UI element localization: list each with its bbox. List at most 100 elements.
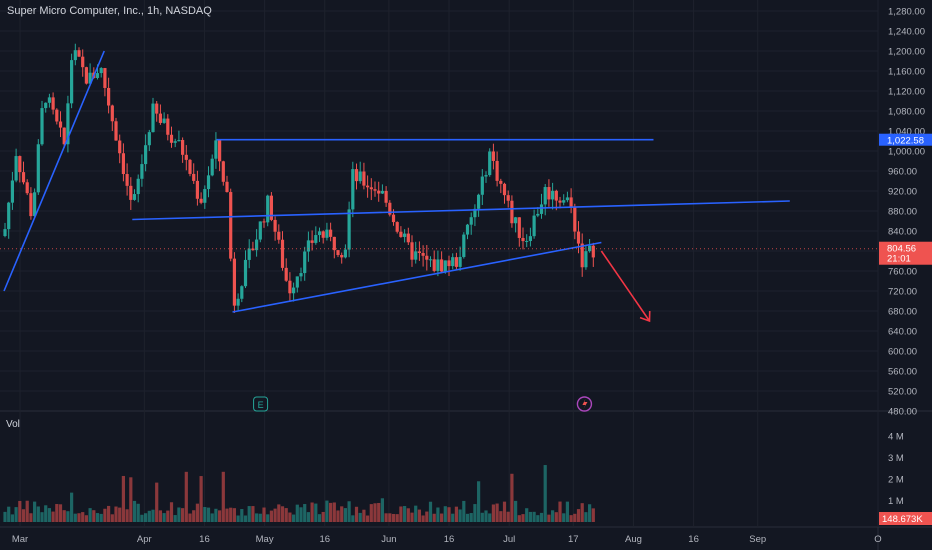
candle-body [192,173,196,181]
volume-tick-label: 2 M [888,475,904,486]
candle-body [188,159,192,174]
price-tick-label: 920.00 [888,187,917,198]
volume-bar [314,503,318,522]
candle-body [181,140,185,155]
volume-bar [588,504,592,522]
volume-bar [395,514,399,522]
volume-bar [81,512,85,522]
volume-bar [454,506,459,522]
axes: 1,280.00 1,240.00 1,200.00 1,160.00 1,120.00… [12,7,932,545]
volume-bar [565,501,570,522]
candle-body [591,245,595,258]
candle-body [225,181,229,193]
candle-body [310,240,314,243]
volume-bar [21,509,26,522]
candle-body [491,151,496,161]
volume-bar [306,512,311,522]
candle-body [477,194,481,209]
trendlines[interactable] [0,50,878,323]
candle-body [317,231,322,236]
volume-bar [462,500,466,522]
candle-body [369,187,373,190]
candle-body [432,259,436,271]
candle-body [454,257,459,267]
volume-bar [432,513,436,522]
volume-bar [7,506,11,522]
trendline [232,241,602,313]
volume-bar [484,510,488,522]
countdown-label: 21:01 [887,254,911,265]
candle-body [325,229,329,238]
price-tick-label: 680.00 [888,307,917,318]
volume-bar [447,507,451,522]
volume-bar [380,498,385,522]
candle-body [358,171,362,182]
time-tick-label: 16 [444,534,455,545]
volume-tick-label: 4 M [888,432,904,443]
volume-bar [125,509,129,522]
candle-body [125,174,129,186]
candle-body [95,73,100,78]
volume-bar [251,506,255,522]
candle-body [399,231,403,237]
candle-body [51,97,55,110]
candle-body [247,248,251,260]
volume-bar [140,514,144,522]
time-tick-label: 17 [568,534,579,545]
candle-body [332,236,336,251]
candle-body [384,190,388,203]
volume-bar [325,500,329,522]
volume-bar [73,513,77,522]
volume-bar [525,508,529,522]
volume-bar [373,503,377,522]
volume-bar [403,506,407,522]
volume-bar [465,513,470,522]
price-tick-label: 720.00 [888,287,917,298]
earnings-marker [253,396,269,412]
volume-bar [440,513,444,522]
time-tick-label: 16 [688,534,699,545]
volume-bar [521,514,525,522]
candle-body [184,154,188,160]
volume-bar [77,513,81,522]
time-tick-label: Jun [381,534,396,545]
candle-body [284,267,288,281]
candle-body [66,103,70,145]
volume-bar [340,506,344,522]
candle-body [354,169,359,182]
candle-body [199,198,203,203]
volume-bar [428,501,433,522]
candle-body [88,72,92,84]
volume-bar [391,513,396,522]
volume-bar [3,511,7,522]
volume-bar [110,514,114,522]
trendline [132,200,790,221]
candle-body [576,231,581,244]
volume-bar [147,510,151,522]
volume-bar [343,508,348,522]
last-price-label-bg [879,241,932,265]
candle-body [417,251,422,254]
event-markers[interactable]: E [253,396,593,412]
candle-body [547,187,551,200]
candle-body [25,182,29,194]
volume-bar [288,512,292,522]
candle-body [336,250,340,256]
price-tick-label: 1,200.00 [888,47,925,58]
volume-bar [25,500,29,522]
candle-body [99,68,103,74]
price-tick-label: 880.00 [888,207,917,218]
volume-bar [336,510,340,522]
volume-bar [29,513,33,522]
volume-bar [243,515,248,522]
candle-body [273,219,277,232]
volume-bar [269,510,274,522]
volume-bar [532,511,536,522]
candle-body [62,127,66,145]
volume-bar [236,515,240,522]
candle-body [266,195,270,223]
volume-bar [506,511,510,522]
candle-body [240,286,244,299]
volume-bar [14,507,18,522]
